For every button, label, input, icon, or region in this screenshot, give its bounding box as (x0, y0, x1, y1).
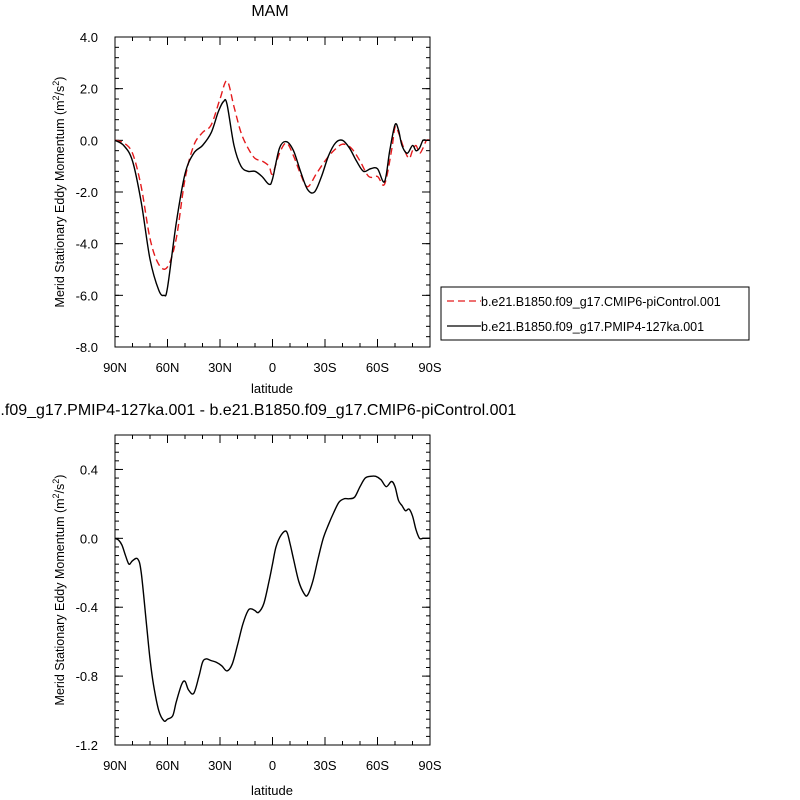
top-panel: MAM 90N 60N 30N 0 30S 60S 90S 4.0 2.0 0.0 -2.0 -4.… (51, 3, 750, 396)
bottom-panel-title: b.e21.B1850.f09_g17.PMIP4-127ka.001 - b.… (0, 402, 516, 419)
top-y-axis-label-sup1: 2 (51, 95, 61, 100)
top-y-tick-label: 2.0 (80, 82, 98, 97)
bottom-x-tick-label: 0 (269, 758, 276, 773)
top-plot-frame (114, 36, 431, 348)
top-y-tick-label: -4.0 (76, 237, 98, 252)
bottom-x-tick-label: 60S (366, 758, 389, 773)
bottom-y-axis-label-main: Merid Stationary Eddy Momentum (m (53, 498, 67, 705)
legend-box (440, 286, 750, 341)
top-x-tick-label: 90N (103, 360, 127, 375)
bottom-x-axis-label: latitude (251, 783, 293, 798)
bottom-panel: b.e21.B1850.f09_g17.PMIP4-127ka.001 - b.… (0, 402, 516, 798)
top-x-tick-label: 60N (156, 360, 180, 375)
top-x-tick-label: 0 (269, 360, 276, 375)
top-x-tick-label: 30N (208, 360, 232, 375)
legend-label-picontrol: b.e21.B1850.f09_g17.CMIP6-piControl.001 (481, 295, 721, 309)
bottom-series-line-0 (114, 475, 430, 723)
bottom-y-tick-label: 0.0 (80, 531, 98, 546)
legend-label-127ka: b.e21.B1850.f09_g17.PMIP4-127ka.001 (481, 320, 704, 334)
bottom-y-axis-label-end: ) (53, 475, 67, 479)
top-y-axis: 4.0 2.0 0.0 -2.0 -4.0 -6.0 -8.0 (76, 30, 430, 355)
bottom-x-tick-label: 60N (156, 758, 180, 773)
bottom-series-lines (114, 475, 430, 723)
bottom-x-tick-label: 30N (208, 758, 232, 773)
top-series-lines (114, 80, 431, 297)
bottom-y-tick-label: -0.8 (76, 669, 98, 684)
top-y-tick-label: -8.0 (76, 340, 98, 355)
top-y-tick-label: 4.0 (80, 30, 98, 45)
bottom-y-tick-label: 0.4 (80, 462, 98, 477)
top-x-axis-label: latitude (251, 381, 293, 396)
top-y-tick-label: -6.0 (76, 288, 98, 303)
top-y-axis-label-sup2: 2 (51, 81, 61, 86)
top-y-tick-label: 0.0 (80, 133, 98, 148)
bottom-y-axis-label-sup2: 2 (51, 479, 61, 484)
legend: b.e21.B1850.f09_g17.CMIP6-piControl.001 … (440, 286, 750, 341)
bottom-y-axis-label: Merid Stationary Eddy Momentum (m2/s2) (51, 475, 67, 706)
top-y-tick-label: -2.0 (76, 185, 98, 200)
top-panel-title: MAM (251, 3, 288, 20)
bottom-x-tick-label: 90S (418, 758, 441, 773)
bottom-y-axis-label-sup1: 2 (51, 493, 61, 498)
top-series-line-0 (114, 80, 431, 270)
top-y-axis-label-main: Merid Stationary Eddy Momentum (m (53, 100, 67, 307)
top-series-line-1 (114, 98, 430, 297)
bottom-x-axis: 90N 60N 30N 0 30S 60S 90S (103, 435, 442, 773)
bottom-y-tick-label: -1.2 (76, 738, 98, 753)
top-y-axis-label-end: ) (53, 77, 67, 81)
top-x-tick-label: 90S (418, 360, 441, 375)
top-x-tick-label: 30S (313, 360, 336, 375)
top-y-axis-label: Merid Stationary Eddy Momentum (m2/s2) (51, 77, 67, 308)
top-x-tick-label: 60S (366, 360, 389, 375)
bottom-y-axis: 0.4 0.0 -0.4 -0.8 -1.2 (76, 434, 430, 753)
bottom-x-tick-label: 90N (103, 758, 127, 773)
bottom-y-axis-label-mid: /s (53, 484, 67, 494)
top-y-axis-label-mid: /s (53, 86, 67, 96)
top-x-axis: 90N 60N 30N 0 30S 60S 90S (103, 37, 442, 375)
bottom-y-tick-label: -0.4 (76, 600, 98, 615)
bottom-x-tick-label: 30S (313, 758, 336, 773)
